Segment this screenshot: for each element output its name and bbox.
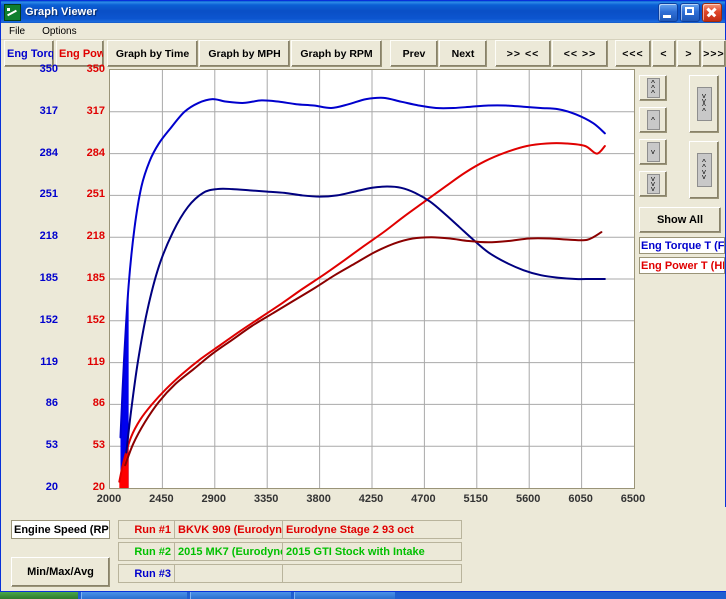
y-tick-power-350: 350 xyxy=(86,63,105,75)
y-tick-power-20: 20 xyxy=(92,481,105,493)
zoom-contract-button[interactable]: ˅ ˅ ^ ^ xyxy=(689,75,719,133)
scroll-up-button[interactable]: ^ xyxy=(639,107,667,133)
scroll-up-icon: ^ xyxy=(646,110,660,130)
zoom-expand-icon: ^ ^ ˅ ˅ xyxy=(696,153,712,187)
run-1-label[interactable]: Run #1 xyxy=(118,520,176,539)
y-tick-power-152: 152 xyxy=(86,313,105,326)
y-tick-torque-218: 218 xyxy=(39,230,58,243)
x-tick-5150: 5150 xyxy=(463,493,489,505)
run-3-file[interactable] xyxy=(174,564,284,583)
y-tick-torque-86: 86 xyxy=(45,397,58,410)
window-controls xyxy=(658,3,722,22)
series-label-power[interactable]: Eng Power T (HP) xyxy=(639,257,725,274)
y-tick-torque-20: 20 xyxy=(45,481,58,493)
toolbar: Eng Torqu Eng Powe Graph by Time Graph b… xyxy=(1,40,726,69)
step-left-button[interactable]: < xyxy=(652,40,676,67)
graph-by-mph-button[interactable]: Graph by MPH xyxy=(199,40,290,67)
runs-legend: Engine Speed (RPI Min/Max/Avg Run #1 BKV… xyxy=(1,507,726,591)
y-tick-torque-185: 185 xyxy=(39,272,58,284)
run-1-file[interactable]: BKVK 909 (Eurodyne, xyxy=(174,520,284,539)
axis-label-torque[interactable]: Eng Torqu xyxy=(4,40,54,67)
run-2-file[interactable]: 2015 MK7 (Eurodyne, E xyxy=(174,542,284,561)
run-2-description[interactable]: 2015 GTI Stock with Intake xyxy=(282,542,462,561)
zoom-contract-icon: ˅ ˅ ^ ^ xyxy=(696,87,712,121)
page-left-button[interactable]: <<< xyxy=(615,40,651,67)
y-tick-torque-284: 284 xyxy=(39,146,58,159)
minimize-button[interactable] xyxy=(658,3,678,22)
x-tick-6050: 6050 xyxy=(568,493,593,505)
taskbar-item-3[interactable] xyxy=(294,592,395,599)
scroll-down-icon: ˅ xyxy=(646,142,660,162)
x-tick-2900: 2900 xyxy=(201,493,227,505)
y-tick-power-284: 284 xyxy=(86,146,105,159)
x-axis-field[interactable]: Engine Speed (RPI xyxy=(11,520,110,539)
axis-label-power[interactable]: Eng Powe xyxy=(56,40,104,67)
menu-bar: File Options xyxy=(1,23,725,40)
step-right-button[interactable]: > xyxy=(677,40,701,67)
graph-by-time-button[interactable]: Graph by Time xyxy=(107,40,198,67)
chart-plot-area[interactable] xyxy=(109,69,635,489)
y-tick-torque-251: 251 xyxy=(39,188,58,201)
series-label-torque[interactable]: Eng Torque T (Ft- xyxy=(639,237,725,254)
y-tick-power-86: 86 xyxy=(92,397,105,410)
scroll-top-button[interactable]: ^ ^ ^ xyxy=(639,75,667,101)
x-tick-6500: 6500 xyxy=(620,493,646,505)
taskbar xyxy=(0,592,726,599)
x-axis-ticks: 2000 2450 2900 3350 3800 4250 4700 5150 5600 6050… xyxy=(1,493,726,507)
y-tick-torque-53: 53 xyxy=(45,439,58,452)
x-tick-5600: 5600 xyxy=(515,493,541,505)
y-tick-power-185: 185 xyxy=(86,272,105,284)
graph-by-rpm-button[interactable]: Graph by RPM xyxy=(291,40,382,67)
y-tick-torque-317: 317 xyxy=(39,104,58,117)
x-tick-2000: 2000 xyxy=(96,493,122,505)
x-tick-4250: 4250 xyxy=(358,493,384,505)
scroll-top-icon: ^ ^ ^ xyxy=(646,78,660,98)
menu-item-file[interactable]: File xyxy=(9,25,26,37)
page-right-button[interactable]: >>> xyxy=(702,40,726,67)
y-axis-torque-ticks: 20 53 86 119 152 185 218 251 284 317 350 xyxy=(9,61,61,499)
taskbar-item-1[interactable] xyxy=(81,592,187,599)
zoom-in-button[interactable]: >> << xyxy=(495,40,551,67)
x-tick-3800: 3800 xyxy=(306,493,331,505)
chart-controls-panel: ^ ^ ^ ^ ˅ ˅ ˅ ˅ ˅ ˅ ^ ^ ^ ^ ˅ ˅ Show All Eng Torqu… xyxy=(635,69,725,489)
scroll-bottom-icon: ˅ ˅ ˅ xyxy=(646,174,660,194)
zoom-out-button[interactable]: << >> xyxy=(552,40,608,67)
x-tick-2450: 2450 xyxy=(149,493,174,505)
zoom-expand-button[interactable]: ^ ^ ˅ ˅ xyxy=(689,141,719,199)
y-tick-torque-119: 119 xyxy=(40,355,58,368)
y-tick-power-218: 218 xyxy=(86,230,105,243)
maximize-button[interactable] xyxy=(680,3,700,22)
window-title: Graph Viewer xyxy=(25,6,97,18)
run-3-description[interactable] xyxy=(282,564,462,583)
min-max-avg-button[interactable]: Min/Max/Avg xyxy=(11,557,110,587)
show-all-button[interactable]: Show All xyxy=(639,207,721,233)
prev-button[interactable]: Prev xyxy=(390,40,438,67)
menu-item-options[interactable]: Options xyxy=(42,25,77,37)
title-bar: Graph Viewer xyxy=(1,1,725,23)
scroll-bottom-button[interactable]: ˅ ˅ ˅ xyxy=(639,171,667,197)
run-2-label[interactable]: Run #2 xyxy=(118,542,176,561)
y-tick-torque-152: 152 xyxy=(39,313,58,326)
start-button[interactable] xyxy=(0,592,78,599)
app-icon xyxy=(4,3,21,21)
x-tick-3350: 3350 xyxy=(253,493,279,505)
next-button[interactable]: Next xyxy=(439,40,487,67)
scroll-down-button[interactable]: ˅ xyxy=(639,139,667,165)
x-tick-4700: 4700 xyxy=(411,493,436,505)
y-tick-power-251: 251 xyxy=(86,188,105,201)
run-3-label[interactable]: Run #3 xyxy=(118,564,176,583)
close-button[interactable] xyxy=(702,3,722,22)
y-tick-power-53: 53 xyxy=(92,439,105,452)
chart-canvas xyxy=(110,70,634,488)
y-tick-torque-350: 350 xyxy=(39,63,58,75)
run-1-description[interactable]: Eurodyne Stage 2 93 oct xyxy=(282,520,462,539)
taskbar-item-2[interactable] xyxy=(190,592,291,599)
y-axis-power-ticks: 20 53 86 119 152 185 218 251 284 317 350 xyxy=(56,61,108,499)
y-tick-power-317: 317 xyxy=(86,104,105,117)
y-tick-power-119: 119 xyxy=(87,355,105,368)
